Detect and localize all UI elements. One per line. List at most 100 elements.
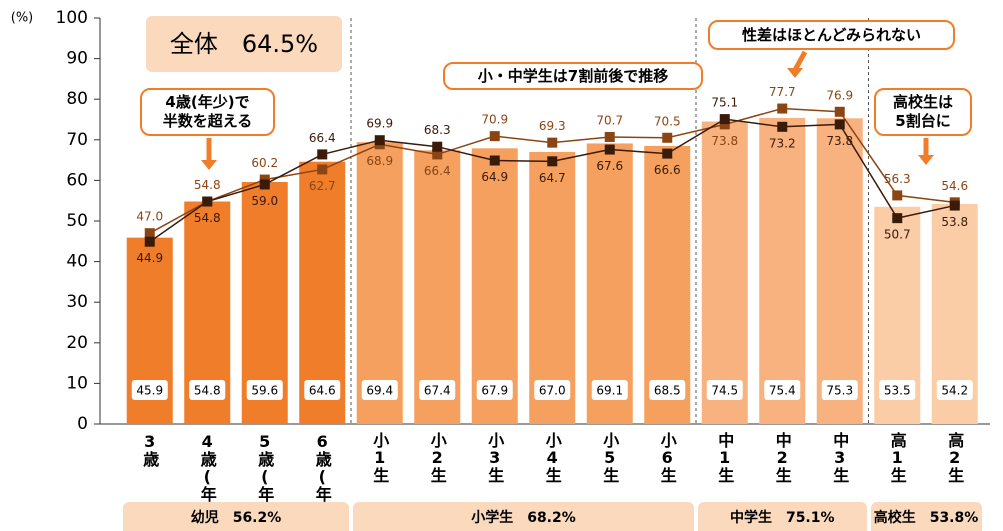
value-label-box [476, 380, 513, 400]
group-label: 高校生 53.8% [870, 502, 982, 531]
series-marker [374, 135, 385, 146]
bar-value-label: 53.5 [884, 384, 911, 398]
series-value-label: 64.7 [539, 171, 566, 185]
bar [644, 145, 691, 424]
series-value-label: 68.9 [366, 154, 393, 168]
y-tick-label: 80 [66, 89, 88, 109]
x-tick-label: 小4生 [543, 432, 562, 483]
series-marker [259, 179, 270, 190]
bar-value-label: 67.4 [424, 384, 451, 398]
series-value-label: 73.8 [711, 134, 738, 148]
series-value-label: 54.6 [941, 179, 968, 193]
series-value-label: 62.7 [309, 179, 336, 193]
value-label-box [189, 380, 226, 400]
y-tick-label: 60 [66, 170, 88, 190]
value-label-box [879, 380, 916, 400]
series-marker [892, 213, 903, 224]
y-tick-label: 20 [66, 333, 88, 353]
series-marker [719, 114, 730, 125]
arrow-head [918, 155, 934, 165]
series-marker [719, 119, 730, 130]
value-label-box [706, 380, 743, 400]
annotation: 性差はほとんどみられない [708, 20, 955, 50]
x-tick-label: 高2生 [945, 431, 964, 483]
series-marker [892, 190, 903, 201]
group-label: 幼児 56.2% [123, 502, 349, 531]
y-tick-label: 0 [77, 414, 88, 434]
x-tick-label: 小5生 [600, 432, 619, 483]
y-tick-label: 30 [66, 292, 88, 312]
series-value-label: 56.3 [884, 172, 911, 186]
series-value-label: 76.9 [826, 88, 853, 102]
annotation: 小・中学生は7割前後で推移 [443, 62, 703, 90]
bar-value-label: 74.5 [711, 384, 738, 398]
series-marker [547, 156, 558, 167]
bar-value-label: 68.5 [654, 384, 681, 398]
x-tick-label: 小2生 [428, 432, 447, 483]
bar [471, 148, 518, 425]
bar-value-label: 67.9 [481, 384, 508, 398]
series-marker [144, 228, 155, 239]
series-value-label: 50.7 [884, 228, 911, 242]
x-tick-label: 小3生 [485, 432, 504, 483]
bar-value-label: 54.2 [941, 384, 968, 398]
group-label: 小学生 68.2% [353, 502, 694, 531]
x-tick-label: 3歳 [140, 432, 159, 468]
series-marker [489, 131, 500, 142]
series-marker [834, 119, 845, 130]
value-label-box [131, 380, 168, 400]
bar [529, 151, 576, 425]
bar-value-label: 75.3 [826, 384, 853, 398]
series-value-label: 73.2 [769, 136, 796, 150]
series-marker [317, 149, 328, 160]
bar-value-label: 75.4 [769, 384, 796, 398]
series-value-label: 53.8 [941, 215, 968, 229]
bar-value-label: 54.8 [194, 384, 221, 398]
annotation: 4歳(年少)で 半数を超える [140, 88, 275, 136]
value-label-box [246, 380, 283, 400]
series-marker [604, 131, 615, 142]
series-value-label: 59.0 [251, 194, 278, 208]
series-marker [834, 106, 845, 117]
series-marker [662, 148, 673, 159]
series-value-label: 64.9 [481, 170, 508, 184]
series-marker [202, 196, 213, 207]
value-label-box [764, 380, 801, 400]
bar-value-label: 69.4 [366, 384, 393, 398]
group-label: 中学生 75.1% [698, 502, 867, 531]
value-label-box [534, 380, 571, 400]
value-label-box [649, 380, 686, 400]
series-value-label: 44.9 [136, 251, 163, 265]
value-label-box [304, 380, 341, 400]
arrow-head [201, 160, 217, 170]
series-value-label: 73.8 [826, 134, 853, 148]
bar [356, 142, 403, 424]
series-value-label: 69.3 [539, 119, 566, 133]
series-value-label: 60.2 [251, 156, 278, 170]
annotation: 全体 64.5% [146, 16, 342, 72]
arrow-head [787, 68, 803, 78]
series-value-label: 70.5 [654, 114, 681, 128]
x-tick-label: 中3生 [830, 431, 849, 483]
y-tick-label: 50 [66, 211, 88, 231]
y-unit: (%) [11, 11, 34, 26]
series-marker [489, 155, 500, 166]
series-value-label: 75.1 [711, 96, 738, 110]
series-marker [604, 144, 615, 155]
series-marker [317, 164, 328, 175]
bar [816, 118, 863, 425]
value-label-box [936, 380, 973, 400]
series-value-label: 47.0 [136, 210, 163, 224]
y-tick-label: 40 [66, 252, 88, 272]
y-tick-label: 90 [66, 49, 88, 69]
bar [414, 150, 461, 424]
bar-value-label: 59.6 [251, 384, 278, 398]
x-tick-label: 小1生 [370, 432, 389, 483]
series-value-label: 67.6 [596, 159, 623, 173]
arrow-shaft [792, 50, 808, 72]
x-tick-label: 小6生 [658, 432, 677, 483]
series-marker [777, 121, 788, 132]
series-marker [547, 137, 558, 148]
bar [586, 143, 633, 425]
series-value-label: 70.9 [481, 113, 508, 127]
